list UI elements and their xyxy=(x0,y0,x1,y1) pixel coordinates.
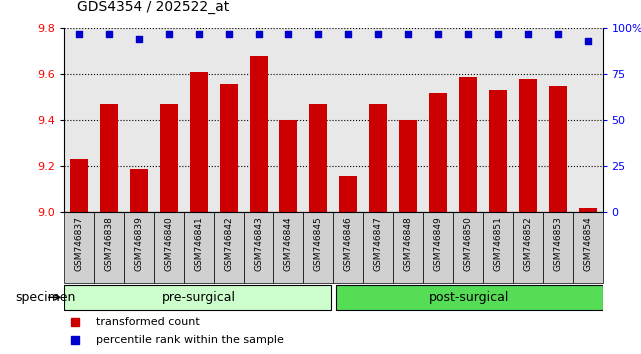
Bar xyxy=(333,212,363,283)
Point xyxy=(403,31,413,37)
Bar xyxy=(279,120,297,212)
Bar xyxy=(519,79,537,212)
Text: GSM746849: GSM746849 xyxy=(433,216,442,271)
Bar xyxy=(94,212,124,283)
Text: GSM746848: GSM746848 xyxy=(404,216,413,271)
Bar xyxy=(489,90,507,212)
Point xyxy=(343,31,353,37)
Bar xyxy=(483,212,513,283)
Bar xyxy=(130,169,148,212)
Point xyxy=(134,36,144,42)
Bar xyxy=(64,212,94,283)
Text: GSM746844: GSM746844 xyxy=(284,216,293,270)
Text: post-surgical: post-surgical xyxy=(429,291,510,304)
Point xyxy=(463,31,473,37)
Bar xyxy=(459,76,477,212)
Bar xyxy=(310,104,328,212)
Point xyxy=(253,31,263,37)
Point xyxy=(373,31,383,37)
Bar xyxy=(184,212,213,283)
Text: GSM746843: GSM746843 xyxy=(254,216,263,271)
Bar xyxy=(572,212,603,283)
Bar xyxy=(154,212,184,283)
Bar xyxy=(303,212,333,283)
Text: GSM746845: GSM746845 xyxy=(314,216,323,271)
Text: GSM746842: GSM746842 xyxy=(224,216,233,270)
Bar xyxy=(549,86,567,212)
Text: GSM746840: GSM746840 xyxy=(164,216,173,271)
Point xyxy=(163,31,174,37)
Bar xyxy=(70,159,88,212)
Bar xyxy=(336,285,603,310)
Bar xyxy=(363,212,393,283)
Bar xyxy=(339,176,357,212)
Text: percentile rank within the sample: percentile rank within the sample xyxy=(96,335,284,345)
Bar xyxy=(213,212,244,283)
Text: pre-surgical: pre-surgical xyxy=(162,291,236,304)
Bar xyxy=(399,120,417,212)
Text: GSM746854: GSM746854 xyxy=(583,216,592,271)
Bar xyxy=(244,212,274,283)
Text: GSM746839: GSM746839 xyxy=(135,216,144,271)
Bar xyxy=(220,84,238,212)
Text: transformed count: transformed count xyxy=(96,317,200,327)
Bar xyxy=(190,72,208,212)
Text: GSM746851: GSM746851 xyxy=(494,216,503,271)
Point xyxy=(74,31,84,37)
Text: specimen: specimen xyxy=(15,291,76,304)
Bar xyxy=(543,212,572,283)
Point xyxy=(224,31,234,37)
Bar xyxy=(274,212,303,283)
Text: GSM746837: GSM746837 xyxy=(74,216,83,271)
Bar xyxy=(64,285,331,310)
Bar xyxy=(423,212,453,283)
Text: GDS4354 / 202522_at: GDS4354 / 202522_at xyxy=(77,0,229,14)
Point xyxy=(104,31,114,37)
Point xyxy=(522,31,533,37)
Text: GSM746846: GSM746846 xyxy=(344,216,353,271)
Text: GSM746853: GSM746853 xyxy=(553,216,562,271)
Point xyxy=(283,31,294,37)
Point xyxy=(194,31,204,37)
Bar xyxy=(100,104,118,212)
Bar xyxy=(369,104,387,212)
Bar xyxy=(513,212,543,283)
Bar xyxy=(579,208,597,212)
Text: GSM746850: GSM746850 xyxy=(463,216,472,271)
Text: GSM746852: GSM746852 xyxy=(523,216,532,271)
Text: GSM746841: GSM746841 xyxy=(194,216,203,271)
Point xyxy=(433,31,443,37)
Text: GSM746838: GSM746838 xyxy=(104,216,113,271)
Bar xyxy=(124,212,154,283)
Point xyxy=(493,31,503,37)
Point xyxy=(583,38,593,44)
Bar xyxy=(453,212,483,283)
Bar xyxy=(429,93,447,212)
Text: GSM746847: GSM746847 xyxy=(374,216,383,271)
Bar xyxy=(393,212,423,283)
Point xyxy=(553,31,563,37)
Bar xyxy=(249,56,267,212)
Bar xyxy=(160,104,178,212)
Point xyxy=(313,31,324,37)
